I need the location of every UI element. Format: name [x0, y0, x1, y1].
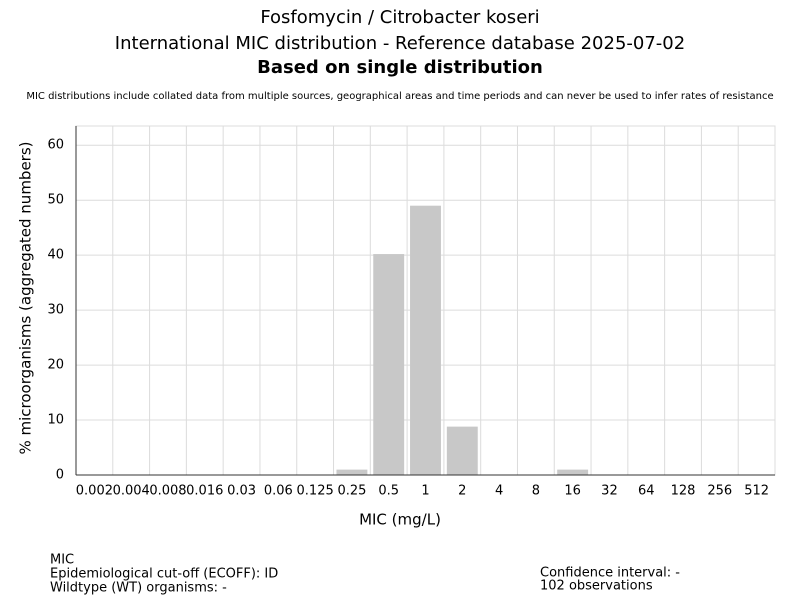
- x-tick-label: 128: [671, 484, 696, 499]
- x-tick-label: 64: [638, 484, 655, 499]
- bar: [446, 426, 478, 475]
- bar: [336, 469, 368, 475]
- bar: [557, 469, 589, 475]
- title-line: Fosfomycin / Citrobacter koseri: [260, 7, 539, 28]
- footer-text: 102 observations: [540, 579, 653, 594]
- y-tick-label: 40: [47, 248, 64, 263]
- bar: [373, 254, 405, 475]
- x-tick-label: 0.25: [337, 484, 366, 499]
- title-line: Based on single distribution: [257, 57, 543, 78]
- subtitle: MIC distributions include collated data …: [26, 91, 773, 102]
- y-tick-label: 50: [47, 193, 64, 208]
- footer-text: Confidence interval: -: [540, 566, 680, 581]
- x-tick-label: 0.008: [149, 484, 186, 499]
- y-tick-label: 0: [56, 468, 64, 483]
- footer-text: Epidemiological cut-off (ECOFF): ID: [50, 567, 278, 582]
- x-tick-label: 32: [601, 484, 618, 499]
- x-tick-label: 0.03: [227, 484, 256, 499]
- x-axis-label: MIC (mg/L): [359, 511, 441, 529]
- y-tick-label: 20: [47, 358, 64, 373]
- x-tick-label: 0.5: [378, 484, 399, 499]
- x-tick-label: 256: [707, 484, 732, 499]
- y-tick-label: 60: [47, 138, 64, 153]
- x-tick-label: 0.004: [113, 484, 150, 499]
- x-tick-label: 8: [532, 484, 540, 499]
- y-axis-label: % microorganisms (aggregated numbers): [17, 141, 35, 454]
- x-tick-label: 1: [421, 484, 429, 499]
- y-tick-label: 10: [47, 413, 64, 428]
- x-tick-label: 4: [495, 484, 503, 499]
- x-tick-label: 512: [744, 484, 769, 499]
- y-tick-label: 30: [47, 303, 64, 318]
- title-line: International MIC distribution - Referen…: [115, 33, 685, 54]
- x-tick-label: 16: [564, 484, 581, 499]
- x-tick-label: 2: [458, 484, 466, 499]
- x-tick-label: 0.125: [297, 484, 334, 499]
- x-tick-label: 0.06: [264, 484, 293, 499]
- footer-text: Wildtype (WT) organisms: -: [50, 581, 227, 596]
- bar: [410, 205, 441, 475]
- x-tick-label: 0.002: [76, 484, 113, 499]
- footer-text: MIC: [50, 553, 74, 568]
- x-tick-label: 0.016: [186, 484, 223, 499]
